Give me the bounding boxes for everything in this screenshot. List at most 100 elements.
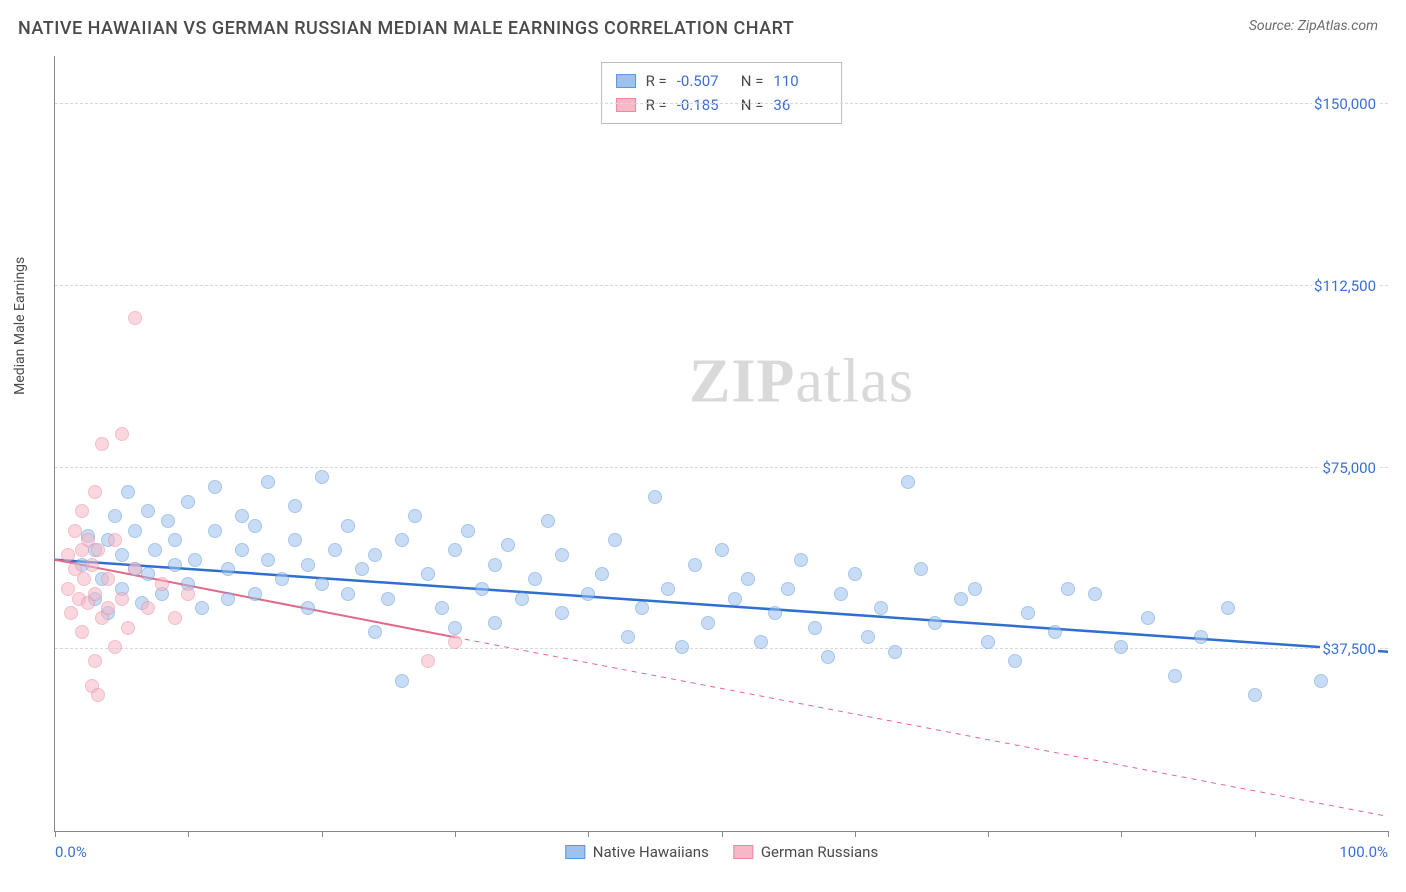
data-point: [1114, 640, 1128, 654]
data-point: [1141, 611, 1155, 625]
data-point: [341, 519, 355, 533]
data-point: [1008, 654, 1022, 668]
data-point: [515, 592, 529, 606]
data-point: [108, 509, 122, 523]
data-point: [541, 514, 555, 528]
data-point: [101, 601, 115, 615]
data-point: [75, 625, 89, 639]
data-point: [461, 524, 475, 538]
data-point: [834, 587, 848, 601]
x-tick: [322, 831, 323, 837]
data-point: [381, 592, 395, 606]
data-point: [108, 533, 122, 547]
gridline: [55, 648, 1388, 649]
data-point: [1248, 688, 1262, 702]
data-point: [115, 592, 129, 606]
data-point: [528, 572, 542, 586]
n-value-german: 36: [773, 93, 827, 117]
legend-label-german: German Russians: [761, 843, 878, 861]
data-point: [1194, 630, 1208, 644]
data-point: [914, 562, 928, 576]
correlation-legend: R = -0.507 N = 110 R = -0.185 N = 36: [601, 62, 843, 124]
data-point: [128, 311, 142, 325]
data-point: [421, 567, 435, 581]
x-tick: [588, 831, 589, 837]
data-point: [261, 475, 275, 489]
x-tick: [1388, 831, 1389, 837]
data-point: [301, 558, 315, 572]
data-point: [101, 572, 115, 586]
data-point: [395, 674, 409, 688]
x-tick: [455, 831, 456, 837]
swatch-german: [616, 98, 636, 112]
x-tick: [722, 831, 723, 837]
chart-title: NATIVE HAWAIIAN VS GERMAN RUSSIAN MEDIAN…: [18, 18, 794, 39]
y-axis-label: Median Male Earnings: [12, 257, 28, 395]
data-point: [141, 601, 155, 615]
data-point: [181, 495, 195, 509]
data-point: [1088, 587, 1102, 601]
data-point: [161, 514, 175, 528]
swatch-hawaiian: [616, 74, 636, 88]
legend-row-hawaiian: R = -0.507 N = 110: [616, 69, 828, 93]
legend-item-hawaiian: Native Hawaiians: [565, 843, 709, 861]
gridline: [55, 467, 1388, 468]
data-point: [148, 543, 162, 557]
x-tick: [988, 831, 989, 837]
data-point: [768, 606, 782, 620]
x-tick: [855, 831, 856, 837]
data-point: [275, 572, 289, 586]
data-point: [208, 480, 222, 494]
data-point: [475, 582, 489, 596]
y-tick-label: $37,500: [1320, 640, 1378, 658]
data-point: [595, 567, 609, 581]
data-point: [621, 630, 635, 644]
data-point: [1314, 674, 1328, 688]
data-point: [1061, 582, 1075, 596]
data-point: [155, 577, 169, 591]
data-point: [661, 582, 675, 596]
data-point: [315, 470, 329, 484]
data-point: [754, 635, 768, 649]
data-point: [181, 587, 195, 601]
chart-container: Median Male Earnings ZIPatlas R = -0.507…: [18, 56, 1388, 872]
data-point: [408, 509, 422, 523]
source-label: Source: ZipAtlas.com: [1249, 18, 1378, 34]
data-point: [328, 543, 342, 557]
data-point: [368, 625, 382, 639]
data-point: [261, 553, 275, 567]
data-point: [715, 543, 729, 557]
data-point: [288, 499, 302, 513]
x-axis-max-label: 100.0%: [1339, 843, 1388, 861]
data-point: [741, 572, 755, 586]
data-point: [288, 533, 302, 547]
data-point: [168, 558, 182, 572]
data-point: [315, 577, 329, 591]
data-point: [141, 567, 155, 581]
legend-row-german: R = -0.185 N = 36: [616, 93, 828, 117]
x-tick: [55, 831, 56, 837]
data-point: [355, 562, 369, 576]
legend-label-hawaiian: Native Hawaiians: [593, 843, 709, 861]
data-point: [91, 688, 105, 702]
data-point: [88, 654, 102, 668]
data-point: [861, 630, 875, 644]
data-point: [954, 592, 968, 606]
data-point: [61, 548, 75, 562]
data-point: [555, 548, 569, 562]
data-point: [168, 611, 182, 625]
data-point: [68, 524, 82, 538]
data-point: [221, 562, 235, 576]
y-tick-label: $75,000: [1320, 459, 1378, 477]
data-point: [901, 475, 915, 489]
data-point: [64, 606, 78, 620]
data-point: [188, 553, 202, 567]
data-point: [981, 635, 995, 649]
data-point: [88, 485, 102, 499]
n-value-hawaiian: 110: [773, 69, 827, 93]
data-point: [968, 582, 982, 596]
x-axis-min-label: 0.0%: [55, 843, 87, 861]
data-point: [235, 543, 249, 557]
data-point: [888, 645, 902, 659]
data-point: [781, 582, 795, 596]
